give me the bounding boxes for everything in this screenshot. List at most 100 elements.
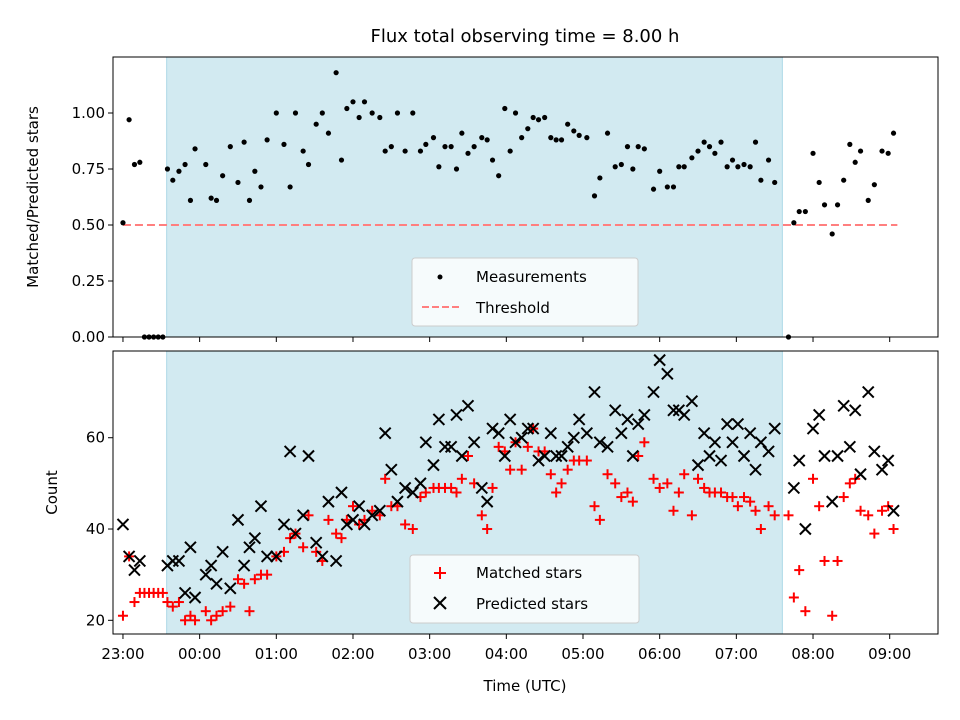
bottom-y-axis-label: Count (43, 470, 61, 515)
measurement-point (890, 130, 897, 136)
measurement-point (676, 164, 682, 170)
measurement-point (208, 195, 214, 201)
matched-star-marker (668, 505, 679, 516)
measurement-point (591, 193, 598, 199)
predicted-star-marker (283, 445, 297, 458)
x-axis-label: Time (UTC) (483, 677, 567, 695)
predicted-star-marker (322, 495, 335, 508)
measurement-point (484, 137, 490, 143)
predicted-star-marker (653, 353, 666, 367)
x-tick-label: 01:00 (255, 645, 298, 663)
predicted-star-marker (492, 426, 505, 440)
measurement-point (176, 168, 182, 174)
x-tick-label: 07:00 (715, 645, 758, 663)
measurement-point (120, 220, 126, 226)
measurement-point (747, 164, 753, 170)
bottom-y-ticks: 20 40 60 (86, 429, 113, 629)
measurement-point (729, 157, 736, 163)
predicted-star-marker (868, 445, 881, 458)
measurement-point (553, 137, 559, 143)
predicted-star-marker (555, 449, 568, 463)
matched-star-marker (616, 492, 627, 503)
predicted-star-marker (289, 527, 302, 540)
bottom-legend: Matched stars Predicted stars (409, 554, 640, 624)
legend-marker-predicted (433, 596, 447, 610)
predicted-star-marker (521, 422, 535, 435)
predicted-star-marker (875, 463, 889, 476)
y-tick-label: 20 (86, 611, 105, 629)
matched-star-marker (420, 487, 431, 498)
predicted-star-marker (720, 417, 734, 431)
predicted-star-marker (532, 454, 545, 467)
predicted-star-marker (224, 582, 237, 595)
measurement-point (885, 150, 891, 156)
matched-star-marker (794, 565, 805, 576)
chart-title: Flux total observing time = 8.00 h (371, 26, 680, 47)
legend-label-measurements: Measurements (476, 268, 587, 286)
matched-star-marker (551, 487, 562, 498)
predicted-star-marker (172, 554, 186, 568)
matched-star-marker (323, 514, 334, 525)
predicted-star-marker (184, 541, 197, 554)
matched-star-marker (863, 510, 874, 521)
predicted-star-marker (762, 445, 775, 458)
measurement-point (203, 161, 209, 168)
matched-star-marker (739, 492, 750, 503)
predicted-star-marker (737, 449, 751, 463)
predicted-star-marker (647, 385, 660, 399)
predicted-star-marker (509, 436, 522, 449)
measurement-point (305, 161, 312, 168)
bottom-legend-box (409, 554, 640, 624)
top-legend: Measurements Threshold (411, 257, 639, 327)
predicted-star-marker (749, 463, 762, 476)
matched-star-marker (727, 492, 738, 503)
measurement-point (834, 202, 841, 208)
measurement-point (479, 135, 485, 141)
measurement-point (417, 148, 424, 154)
matched-star-marker (354, 519, 365, 530)
measurement-point (182, 161, 188, 168)
matched-star-marker (769, 510, 780, 521)
measurement-point (641, 146, 647, 152)
matched-star-marker (610, 478, 621, 489)
predicted-star-marker (373, 504, 387, 517)
measurement-point (227, 144, 233, 150)
predicted-star-marker (626, 449, 640, 463)
x-tick-label: 00:00 (178, 645, 221, 663)
matched-star-marker (262, 569, 273, 580)
measurement-point (126, 117, 132, 123)
measurement-point (333, 70, 339, 76)
top-legend-box (411, 257, 639, 327)
measurement-point (597, 175, 603, 181)
measurement-point (377, 114, 383, 121)
legend-label-threshold: Threshold (475, 299, 550, 317)
predicted-star-marker (199, 568, 212, 581)
y-tick-label: 0.75 (72, 160, 105, 178)
matched-star-marker (380, 473, 391, 484)
predicted-star-marker (248, 531, 262, 545)
predicted-star-marker (254, 499, 268, 513)
predicted-star-marker (503, 413, 517, 426)
measurement-point (361, 99, 368, 105)
measurement-point (664, 184, 670, 190)
predicted-star-marker (231, 513, 245, 527)
measurement-point (816, 179, 822, 186)
predicted-star-marker (178, 586, 192, 600)
matched-star-marker (716, 487, 727, 498)
predicted-star-marker (398, 481, 412, 495)
matched-star-marker (298, 542, 309, 553)
measurement-point (741, 161, 747, 168)
measurement-point (258, 184, 264, 190)
predicted-star-marker (455, 449, 469, 463)
predicted-star-marker (580, 426, 594, 440)
measurement-point (542, 114, 548, 121)
x-tick-label: 06:00 (638, 645, 681, 663)
y-tick-label: 1.00 (72, 104, 105, 122)
predicted-star-marker (432, 413, 446, 426)
matched-star-marker (855, 505, 866, 516)
measurement-point (821, 202, 828, 208)
measurement-point (635, 144, 641, 150)
matched-star-marker (200, 606, 211, 617)
y-tick-label: 0.25 (72, 272, 105, 290)
